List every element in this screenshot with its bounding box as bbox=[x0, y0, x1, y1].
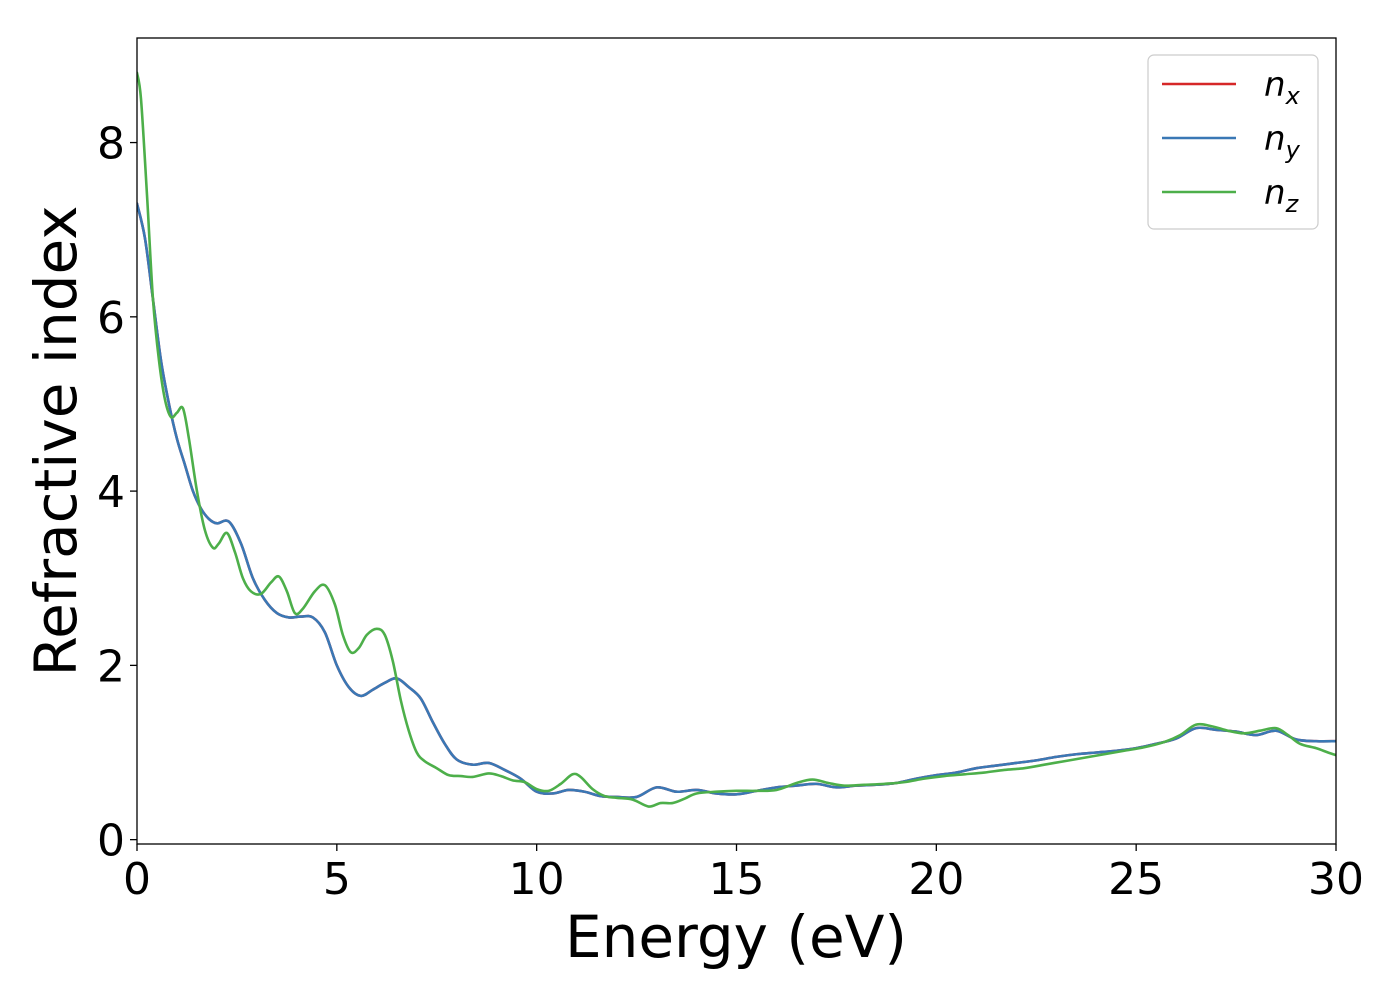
x-tick-label: 20 bbox=[908, 854, 964, 905]
y-tick-label: 8 bbox=[97, 119, 125, 170]
y-tick-label: 0 bbox=[97, 816, 125, 867]
series-line-nz bbox=[137, 71, 1336, 808]
x-tick-label: 25 bbox=[1108, 854, 1164, 905]
x-axis-label: Energy (eV) bbox=[565, 903, 907, 971]
legend-label-nx: nx bbox=[1264, 65, 1301, 110]
x-tick-label: 30 bbox=[1308, 854, 1364, 905]
y-axis-label: Refractive index bbox=[22, 205, 90, 676]
x-tick-label: 15 bbox=[709, 854, 765, 905]
legend-label-ny: ny bbox=[1264, 119, 1301, 164]
y-tick-label: 2 bbox=[97, 641, 125, 692]
x-tick-label: 5 bbox=[323, 854, 351, 905]
x-tick-label: 10 bbox=[509, 854, 565, 905]
series-line-nx bbox=[137, 202, 1336, 799]
series-layer bbox=[137, 71, 1336, 808]
x-axis-ticks: 0 5 10 15 20 25 30 bbox=[123, 844, 1364, 905]
y-tick-label: 4 bbox=[97, 467, 125, 518]
legend-box bbox=[1147, 54, 1319, 230]
y-axis-ticks: 0 2 4 6 8 bbox=[97, 119, 137, 867]
x-tick-label: 0 bbox=[123, 854, 151, 905]
y-tick-label: 6 bbox=[97, 293, 125, 344]
series-line-ny bbox=[137, 202, 1336, 799]
